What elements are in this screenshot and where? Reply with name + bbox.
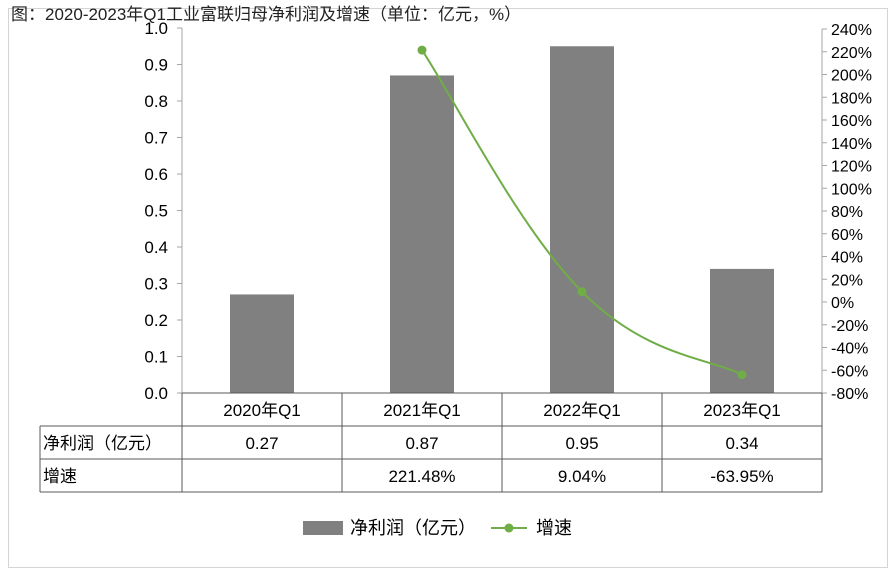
table-cell: 0.34 <box>725 434 758 453</box>
legend-bar-label: 净利润（亿元） <box>350 518 476 538</box>
legend-line-marker <box>504 523 514 533</box>
right-tick-label: 240% <box>831 22 872 39</box>
right-tick-label: -60% <box>831 363 868 380</box>
right-tick-label: 220% <box>831 45 872 62</box>
left-tick-label: 1.0 <box>144 19 168 38</box>
bar <box>550 46 614 393</box>
right-tick-label: 120% <box>831 159 872 176</box>
table-cell: 0.27 <box>245 434 278 453</box>
growth-point <box>737 370 747 380</box>
right-tick-label: 80% <box>831 204 863 221</box>
table-cell: 9.04% <box>558 467 606 486</box>
growth-point <box>417 45 427 55</box>
right-tick-label: -40% <box>831 341 868 358</box>
table-row-label: 增速 <box>43 467 77 486</box>
category-label: 2021年Q1 <box>383 401 461 420</box>
left-tick-label: 0.5 <box>144 202 168 221</box>
chart-title: 图：2020-2023年Q1工业富联归母净利润及增速（单位：亿元，%） <box>11 5 522 24</box>
right-tick-label: 180% <box>831 90 872 107</box>
right-tick-label: 0% <box>831 295 854 312</box>
legend-line-label: 增速 <box>536 518 572 538</box>
right-tick-label: 100% <box>831 181 872 198</box>
bar <box>230 294 294 393</box>
table-cell: 0.95 <box>565 434 598 453</box>
left-tick-label: 0.6 <box>144 165 168 184</box>
category-label: 2022年Q1 <box>543 401 621 420</box>
table-row-label: 净利润（亿元） <box>43 434 162 453</box>
table-cell: 0.87 <box>405 434 438 453</box>
legend-bar-swatch <box>303 521 343 535</box>
right-tick-label: 60% <box>831 227 863 244</box>
left-tick-label: 0.8 <box>144 92 168 111</box>
category-label: 2020年Q1 <box>223 401 301 420</box>
left-tick-label: 0.2 <box>144 311 168 330</box>
left-tick-label: 0.9 <box>144 56 168 75</box>
left-tick-label: 0.1 <box>144 348 168 367</box>
growth-line <box>421 49 743 376</box>
bar <box>390 75 454 393</box>
right-tick-label: -20% <box>831 318 868 335</box>
right-tick-label: 20% <box>831 272 863 289</box>
right-tick-label: 160% <box>831 113 872 130</box>
table-cell: -63.95% <box>710 467 773 486</box>
category-label: 2023年Q1 <box>703 401 781 420</box>
table-cell: 221.48% <box>388 467 455 486</box>
left-tick-label: 0.7 <box>144 129 168 148</box>
left-tick-label: 0.0 <box>144 384 168 403</box>
right-tick-label: 140% <box>831 136 872 153</box>
growth-point <box>577 287 587 297</box>
right-tick-label: 200% <box>831 68 872 85</box>
right-tick-label: -80% <box>831 386 868 403</box>
left-tick-label: 0.3 <box>144 275 168 294</box>
right-tick-label: 40% <box>831 250 863 267</box>
left-tick-label: 0.4 <box>144 238 168 257</box>
